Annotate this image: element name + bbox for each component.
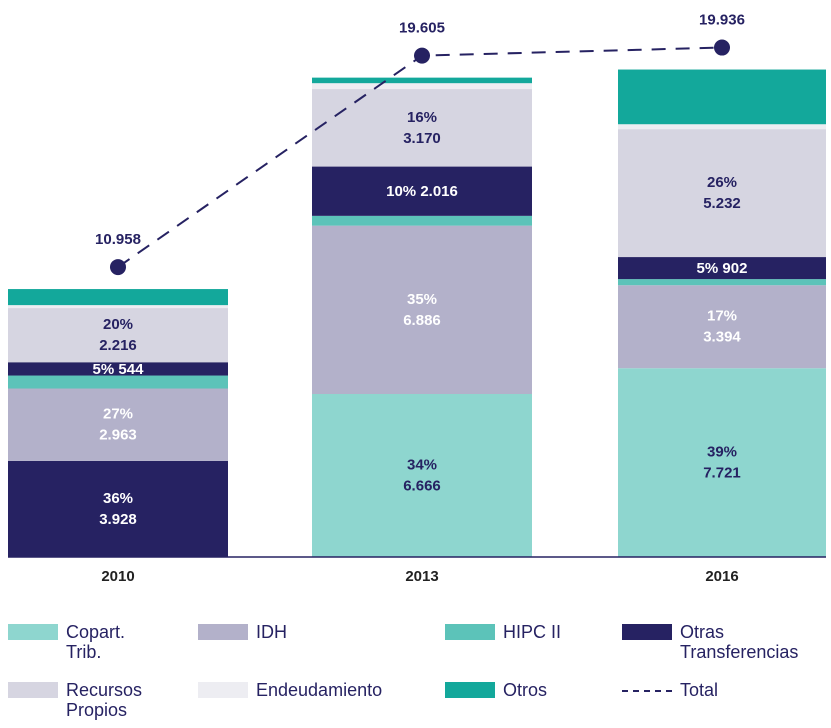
legend-swatch	[622, 624, 672, 640]
share-label: 34%	[407, 456, 437, 473]
share-label: 5%	[697, 260, 719, 277]
bar-segment	[8, 305, 228, 309]
value-label: 3.170	[403, 130, 441, 147]
x-tick-label: 2013	[405, 568, 438, 585]
segment-label: 5% 902	[697, 260, 748, 277]
legend-label: Recursos Propios	[66, 680, 143, 720]
bar-segment	[618, 368, 826, 557]
segment-label: 5% 544	[93, 361, 145, 378]
bar-segment	[8, 289, 228, 306]
legend-label: Endeudamiento	[256, 680, 383, 700]
total-marker	[414, 47, 430, 64]
share-label: 39%	[707, 444, 737, 461]
legend-swatch	[8, 624, 58, 640]
value-label: 3.928	[99, 511, 137, 528]
legend-swatch	[198, 682, 248, 698]
legend-label: Copart. Trib.	[66, 622, 126, 662]
legend-item: Copart. Trib.	[8, 622, 136, 662]
legend-dash	[622, 690, 672, 692]
legend-item: HIPC II	[445, 622, 595, 642]
legend-item: Endeudamiento	[198, 680, 418, 700]
bar-segment	[312, 166, 532, 216]
bar-segment	[618, 129, 826, 258]
legend-swatch	[8, 682, 58, 698]
value-label: 5.232	[703, 195, 741, 212]
legend-swatch	[445, 682, 495, 698]
chart: 36% 3.928 27% 2.963 5% 544 20% 2.216 2010 34% 6.6…	[8, 12, 826, 585]
x-tick-label: 2016	[705, 568, 738, 585]
legend-item: Total	[622, 680, 822, 700]
total-marker	[110, 259, 126, 276]
bar-segment	[618, 69, 826, 125]
share-label: 5%	[93, 361, 115, 378]
x-tick-label: 2010	[101, 568, 134, 585]
legend-item: IDH	[198, 622, 398, 642]
bar-segment	[618, 257, 826, 280]
bar-segment	[312, 83, 532, 90]
bar-segment	[312, 225, 532, 395]
total-label: 10.958	[95, 231, 141, 248]
bar-segment	[8, 388, 228, 461]
value-label: 6.886	[403, 312, 441, 329]
legend-item: Recursos Propios	[8, 680, 146, 720]
share-label: 17%	[707, 308, 737, 325]
bar-segment	[8, 460, 228, 557]
total-marker	[714, 39, 730, 56]
value-label: 7.721	[703, 465, 741, 482]
bar-segment	[8, 362, 228, 376]
value-label: 2.016	[420, 183, 458, 200]
bar-segment	[312, 394, 532, 557]
share-label: 16%	[407, 109, 437, 126]
legend-label: Total	[680, 680, 719, 700]
share-label: 27%	[103, 406, 133, 423]
legend-item: Otras Transferencias	[622, 622, 830, 662]
value-label: 544	[118, 361, 144, 378]
bar-segment	[8, 308, 228, 363]
legend-label: IDH	[256, 622, 287, 642]
bar-segment	[618, 124, 826, 130]
bar-segment	[618, 279, 826, 286]
total-label: 19.605	[399, 20, 445, 37]
share-label: 10%	[386, 183, 416, 200]
legend-swatch	[445, 624, 495, 640]
share-label: 35%	[407, 291, 437, 308]
value-label: 2.216	[99, 337, 137, 354]
legend-swatch	[198, 624, 248, 640]
legend-label: HIPC II	[503, 622, 562, 642]
value-label: 3.394	[703, 329, 741, 346]
value-label: 2.963	[99, 427, 137, 444]
share-label: 20%	[103, 316, 133, 333]
legend-label: Otras Transferencias	[680, 622, 799, 662]
bar-segment	[618, 285, 826, 369]
bar-segment	[312, 89, 532, 167]
bar-segment	[8, 375, 228, 389]
share-label: 26%	[707, 174, 737, 191]
segment-label: 10% 2.016	[386, 183, 458, 200]
legend-label: Otros	[503, 680, 548, 700]
legend-item: Otros	[445, 680, 595, 700]
bar-segment	[312, 215, 532, 226]
value-label: 902	[722, 260, 747, 277]
total-label: 19.936	[699, 12, 745, 29]
value-label: 6.666	[403, 477, 441, 494]
bar-segment	[312, 77, 532, 84]
share-label: 36%	[103, 490, 133, 507]
